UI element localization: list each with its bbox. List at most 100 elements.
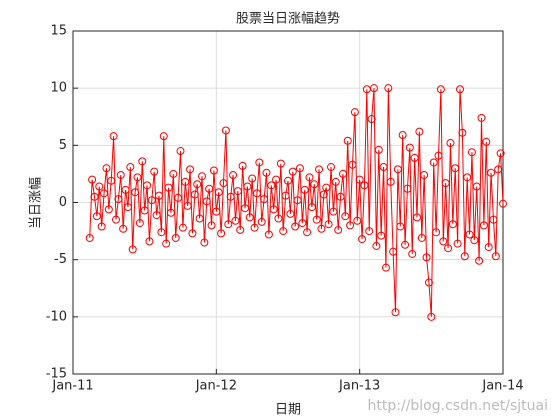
point-marker	[331, 177, 340, 186]
y-tick-label: -10	[46, 309, 67, 324]
point-marker	[119, 224, 128, 233]
point-marker	[298, 219, 307, 228]
point-marker	[164, 183, 173, 192]
point-marker	[202, 197, 211, 206]
point-marker	[195, 214, 204, 223]
point-marker	[293, 196, 302, 205]
point-marker	[479, 221, 488, 230]
point-marker	[317, 224, 326, 233]
point-marker	[458, 128, 467, 137]
point-marker	[441, 179, 450, 188]
point-marker	[386, 177, 395, 186]
point-marker	[398, 131, 407, 140]
point-marker	[353, 216, 362, 225]
point-marker	[456, 85, 464, 94]
point-marker	[355, 175, 364, 184]
point-marker	[221, 126, 230, 135]
point-marker	[274, 214, 283, 223]
point-marker	[444, 244, 453, 253]
x-tick-label: Jan-12	[195, 379, 237, 394]
point-marker	[248, 174, 257, 183]
point-marker	[284, 176, 292, 185]
point-marker	[145, 237, 154, 246]
x-tick-label: Jan-11	[51, 379, 93, 394]
point-marker	[424, 278, 433, 287]
point-marker	[209, 166, 218, 175]
point-marker	[233, 187, 242, 196]
point-marker	[279, 227, 288, 236]
point-marker	[190, 190, 199, 199]
point-marker	[217, 229, 226, 238]
point-marker	[116, 171, 125, 180]
point-marker	[370, 84, 378, 93]
point-marker	[489, 215, 498, 224]
point-marker	[300, 185, 309, 194]
point-marker	[338, 169, 347, 178]
point-marker	[157, 228, 166, 237]
point-marker	[245, 213, 254, 222]
point-marker	[422, 253, 431, 262]
point-marker	[252, 189, 261, 198]
point-marker	[281, 191, 290, 200]
y-tick-label: 0	[59, 195, 67, 210]
point-marker	[255, 158, 264, 167]
point-marker	[219, 179, 228, 188]
point-marker	[415, 127, 424, 136]
point-marker	[226, 192, 235, 201]
y-tick-label: 5	[59, 138, 67, 153]
point-marker	[484, 243, 493, 252]
point-marker	[214, 188, 223, 197]
point-marker	[329, 207, 338, 216]
point-marker	[128, 245, 137, 254]
point-marker	[413, 213, 421, 222]
y-tick-label: -5	[54, 252, 67, 267]
point-marker	[343, 136, 352, 145]
point-marker	[460, 252, 469, 261]
point-marker	[305, 173, 314, 182]
point-marker	[102, 164, 111, 173]
point-marker	[133, 173, 142, 182]
point-marker	[470, 236, 479, 245]
point-marker	[408, 249, 417, 258]
y-tick-label: 10	[50, 81, 67, 96]
point-marker	[121, 185, 130, 194]
point-marker	[348, 160, 357, 169]
point-marker	[257, 217, 266, 226]
point-marker	[396, 222, 405, 231]
point-marker	[427, 312, 436, 321]
point-marker	[155, 191, 163, 200]
point-marker	[112, 215, 120, 224]
point-marker	[152, 211, 161, 220]
x-tick-label: Jan-13	[338, 379, 380, 394]
point-marker	[391, 308, 400, 317]
point-marker	[360, 181, 369, 190]
point-marker	[200, 238, 209, 247]
point-marker	[264, 230, 273, 239]
point-marker	[85, 233, 94, 242]
point-marker	[276, 159, 285, 168]
point-marker	[138, 157, 147, 166]
point-marker	[436, 85, 445, 94]
point-marker	[260, 195, 269, 204]
point-marker	[166, 208, 175, 217]
point-marker	[88, 175, 97, 184]
x-tick-label: Jan-14	[481, 379, 523, 394]
point-marker	[207, 221, 216, 230]
point-marker	[350, 108, 359, 117]
point-marker	[186, 165, 195, 174]
point-marker	[95, 182, 104, 191]
point-marker	[90, 192, 99, 201]
point-marker	[229, 171, 238, 180]
point-marker	[372, 241, 381, 250]
point-marker	[114, 195, 123, 204]
point-marker	[295, 164, 304, 173]
point-marker	[238, 161, 247, 170]
point-marker	[341, 212, 350, 221]
point-marker	[181, 177, 190, 186]
point-marker	[315, 165, 324, 174]
point-marker	[465, 230, 474, 239]
point-marker	[241, 204, 249, 213]
point-marker	[224, 220, 233, 229]
point-marker	[269, 205, 278, 214]
point-marker	[429, 158, 438, 167]
